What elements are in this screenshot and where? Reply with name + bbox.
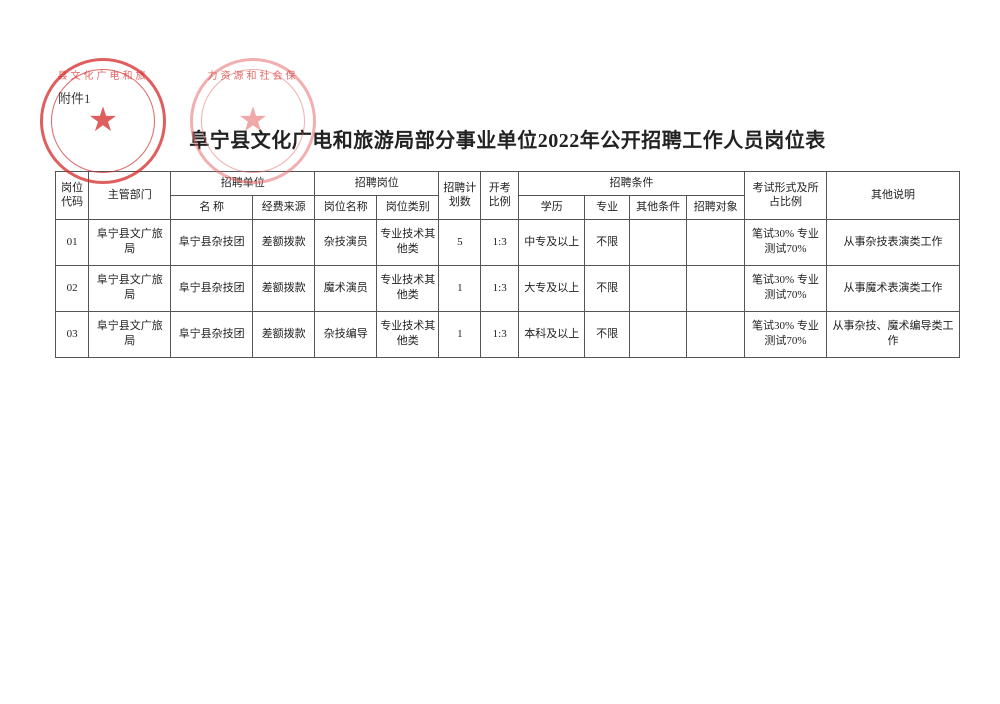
th-plan-count: 招聘计划数 [439, 172, 481, 220]
cell-post_type: 专业技术其他类 [377, 265, 439, 311]
cell-other_note: 从事杂技表演类工作 [826, 219, 959, 265]
page-title: 阜宁县文化广电和旅游局部分事业单位2022年公开招聘工作人员岗位表 [55, 124, 960, 153]
cell-education: 本科及以上 [519, 311, 585, 357]
cell-other_cond [629, 219, 687, 265]
th-conditions: 招聘条件 [519, 172, 745, 196]
cell-plan_count: 1 [439, 311, 481, 357]
cell-education: 中专及以上 [519, 219, 585, 265]
cell-other_cond [629, 265, 687, 311]
cell-education: 大专及以上 [519, 265, 585, 311]
cell-plan_count: 1 [439, 265, 481, 311]
th-major: 专业 [585, 195, 629, 219]
cell-major: 不限 [585, 219, 629, 265]
cell-fund_source: 差额拨款 [253, 219, 315, 265]
th-other-cond: 其他条件 [629, 195, 687, 219]
cell-target [687, 265, 745, 311]
cell-major: 不限 [585, 311, 629, 357]
table-row: 01阜宁县文广旅局阜宁县杂技团差额拨款杂技演员专业技术其他类51:3中专及以上不… [56, 219, 960, 265]
th-dept: 主管部门 [89, 172, 171, 220]
th-education: 学历 [519, 195, 585, 219]
cell-fund_source: 差额拨款 [253, 311, 315, 357]
th-post-name: 岗位名称 [315, 195, 377, 219]
seal-1-text: 县文化广电和旅 [43, 67, 163, 82]
table-row: 02阜宁县文广旅局阜宁县杂技团差额拨款魔术演员专业技术其他类11:3大专及以上不… [56, 265, 960, 311]
cell-major: 不限 [585, 265, 629, 311]
cell-code: 02 [56, 265, 89, 311]
recruitment-table: 岗位代码 主管部门 招聘单位 招聘岗位 招聘计划数 开考比例 招聘条件 考试形式… [55, 171, 960, 358]
cell-other_cond [629, 311, 687, 357]
table-row: 03阜宁县文广旅局阜宁县杂技团差额拨款杂技编导专业技术其他类11:3本科及以上不… [56, 311, 960, 357]
document-page: 县文化广电和旅 ★ 力资源和社会保 ★ 附件1 阜宁县文化广电和旅游局部分事业单… [0, 0, 1000, 704]
cell-exam_form: 笔试30% 专业测试70% [744, 219, 826, 265]
th-exam-form: 考试形式及所占比例 [744, 172, 826, 220]
th-code: 岗位代码 [56, 172, 89, 220]
cell-fund_source: 差额拨款 [253, 265, 315, 311]
official-seal-1: 县文化广电和旅 ★ [40, 58, 166, 184]
cell-target [687, 311, 745, 357]
cell-exam_ratio: 1:3 [481, 265, 519, 311]
table-body: 01阜宁县文广旅局阜宁县杂技团差额拨款杂技演员专业技术其他类51:3中专及以上不… [56, 219, 960, 357]
cell-post_name: 杂技演员 [315, 219, 377, 265]
cell-unit_name: 阜宁县杂技团 [171, 265, 253, 311]
cell-post_type: 专业技术其他类 [377, 219, 439, 265]
th-exam-ratio: 开考比例 [481, 172, 519, 220]
seal-2-text: 力资源和社会保 [193, 67, 313, 82]
cell-other_note: 从事魔术表演类工作 [826, 265, 959, 311]
cell-exam_form: 笔试30% 专业测试70% [744, 311, 826, 357]
cell-dept: 阜宁县文广旅局 [89, 311, 171, 357]
cell-unit_name: 阜宁县杂技团 [171, 219, 253, 265]
cell-post_name: 杂技编导 [315, 311, 377, 357]
cell-post_type: 专业技术其他类 [377, 311, 439, 357]
th-fund-source: 经费来源 [253, 195, 315, 219]
cell-unit_name: 阜宁县杂技团 [171, 311, 253, 357]
cell-code: 03 [56, 311, 89, 357]
cell-target [687, 219, 745, 265]
cell-code: 01 [56, 219, 89, 265]
attachment-label: 附件1 [58, 88, 91, 107]
th-recruit-unit: 招聘单位 [171, 172, 315, 196]
cell-exam_ratio: 1:3 [481, 311, 519, 357]
cell-plan_count: 5 [439, 219, 481, 265]
th-recruit-post: 招聘岗位 [315, 172, 439, 196]
th-unit-name: 名 称 [171, 195, 253, 219]
cell-post_name: 魔术演员 [315, 265, 377, 311]
table-header-row-1: 岗位代码 主管部门 招聘单位 招聘岗位 招聘计划数 开考比例 招聘条件 考试形式… [56, 172, 960, 196]
cell-dept: 阜宁县文广旅局 [89, 219, 171, 265]
th-other-note: 其他说明 [826, 172, 959, 220]
official-seal-2: 力资源和社会保 ★ [190, 58, 316, 184]
cell-dept: 阜宁县文广旅局 [89, 265, 171, 311]
th-target: 招聘对象 [687, 195, 745, 219]
cell-exam_ratio: 1:3 [481, 219, 519, 265]
th-post-type: 岗位类别 [377, 195, 439, 219]
cell-exam_form: 笔试30% 专业测试70% [744, 265, 826, 311]
cell-other_note: 从事杂技、魔术编导类工作 [826, 311, 959, 357]
